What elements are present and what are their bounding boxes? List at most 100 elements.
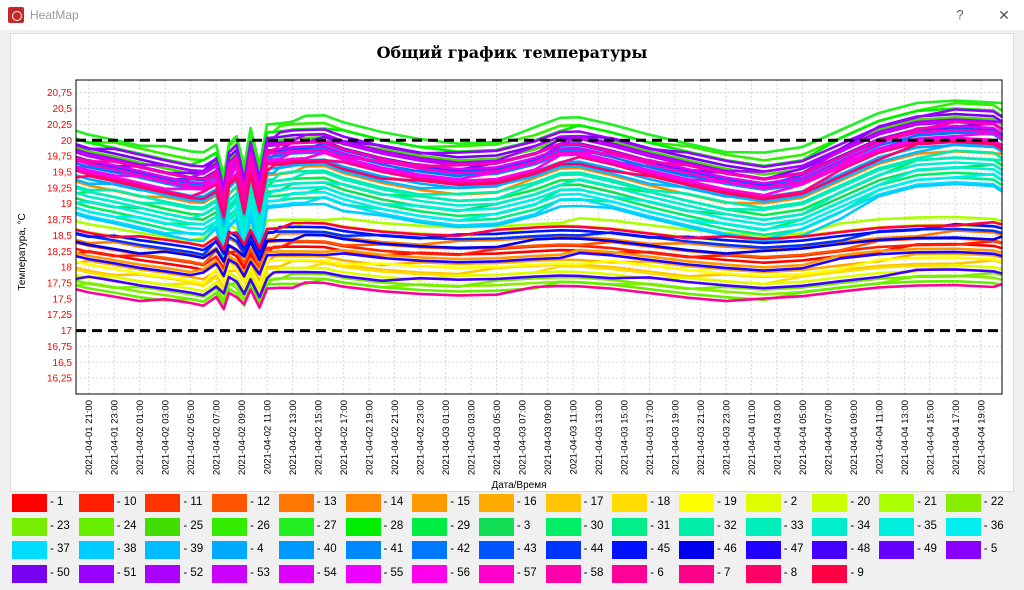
legend-label: - 50 [50,566,70,579]
legend-label: - 49 [917,543,937,555]
legend-label: - 37 [50,543,70,555]
legend-swatch [679,517,714,536]
series-line-51 [75,108,1004,192]
series-line-32 [75,149,1004,233]
series-line-18 [75,261,1003,291]
x-tick-label: 2021-04-03 23:00 [721,400,732,475]
legend-label: - 6 [650,566,664,579]
legend-swatch [145,494,181,512]
legend-label: - 24 [116,519,137,532]
series-line-48 [75,268,1003,299]
legend-swatch [278,517,314,536]
legend-swatch [478,517,514,536]
legend-label: - 25 [183,519,204,532]
x-tick-label: 2021-04-03 03:00 [467,400,478,475]
app-icon [8,7,24,23]
legend-label: - 20 [850,496,871,508]
legend-swatch [879,494,915,512]
x-tick-label: 2021-04-02 13:00 [288,400,299,475]
legend-label: - 31 [650,519,671,532]
x-tick-label: 2021-04-02 17:00 [339,400,350,475]
series-line-15 [75,247,1003,275]
legend-swatch [145,541,181,559]
y-tick-label: 20,5 [53,104,73,115]
legend-label: - 29 [450,519,471,532]
x-tick-label: 2021-04-03 21:00 [696,400,707,475]
y-tick-label: 20 [61,136,73,147]
legend-label: - 14 [383,496,404,508]
legend-swatch [745,494,781,512]
legend-swatch [12,564,47,583]
legend-swatch [212,541,248,559]
legend-swatch [679,541,714,559]
y-tick-label: 19,5 [53,167,73,178]
y-tick-label: 19 [61,199,73,210]
series-line-12 [75,237,1003,268]
legend-label: - 55 [383,566,404,579]
legend-label: - 58 [583,566,604,579]
legend-swatch [212,564,248,583]
legend-swatch [545,564,581,583]
legend-label: - 13 [316,496,337,508]
legend-label: - 3 [516,519,531,532]
legend-label: - 52 [183,566,204,579]
legend-swatch [78,564,114,583]
x-tick-label: 2021-04-01 23:00 [110,400,121,475]
legend-swatch [812,541,848,559]
series-line-46 [75,233,1003,263]
y-tick-label: 17 [61,326,73,337]
legend-swatch [345,564,381,583]
y-tick-label: 20,25 [47,120,72,131]
series-line-39 [75,143,1004,227]
x-axis-label: Дата/Время [491,480,546,491]
x-tick-label: 2021-04-02 11:00 [263,400,274,474]
help-button[interactable]: ? [956,7,964,22]
legend-swatch [879,541,915,559]
legend-swatch [12,541,47,559]
legend-label: - 27 [316,519,337,532]
legend-label: - 47 [783,543,804,555]
x-tick-label: 2021-04-03 05:00 [492,400,503,475]
chart-title: Общий график температуры [377,43,648,62]
legend-label: - 35 [917,519,937,532]
legend-swatch [145,564,181,583]
close-button[interactable]: ✕ [998,7,1010,23]
x-tick-label: 2021-04-02 21:00 [390,400,401,475]
series-line-9 [75,220,1003,251]
legend-swatch [412,517,448,536]
legend-label: - 15 [450,496,471,508]
x-tick-label: 2021-04-03 19:00 [670,400,681,475]
legend-label: - 54 [316,566,337,579]
legend-swatch [812,494,848,512]
series-line-23 [75,271,1003,302]
legend-label: - 16 [516,496,537,508]
x-tick-label: 2021-04-04 09:00 [849,400,860,475]
series-line-56 [75,136,1004,215]
legend-label: - 32 [717,519,737,532]
legend-swatch [679,564,714,583]
x-tick-label: 2021-04-03 07:00 [518,400,529,475]
legend-swatch [612,541,648,559]
legend-swatch [545,494,581,512]
y-tick-label: 17,75 [47,278,72,289]
series-layer [75,99,1004,311]
legend-swatch [545,541,581,559]
series-line-58 [75,120,1004,205]
legend-swatch [278,564,314,583]
series-line-52 [75,118,1003,197]
legend-label: - 40 [316,543,337,555]
legend-swatch [345,541,381,559]
legend-swatch [12,517,47,536]
series-line-7 [75,139,1004,217]
legend-swatch [478,494,514,512]
legend-label: - 39 [183,543,204,555]
legend-swatch [212,517,248,536]
legend-swatch [945,494,981,512]
y-tick-label: 17,25 [47,310,72,321]
y-tick-label: 16,25 [47,374,72,385]
legend-swatch [412,541,448,559]
legend-swatch [478,564,514,583]
legend-swatch [212,494,248,512]
series-line-35 [75,166,1004,244]
x-tick-label: 2021-04-03 11:00 [568,400,579,474]
